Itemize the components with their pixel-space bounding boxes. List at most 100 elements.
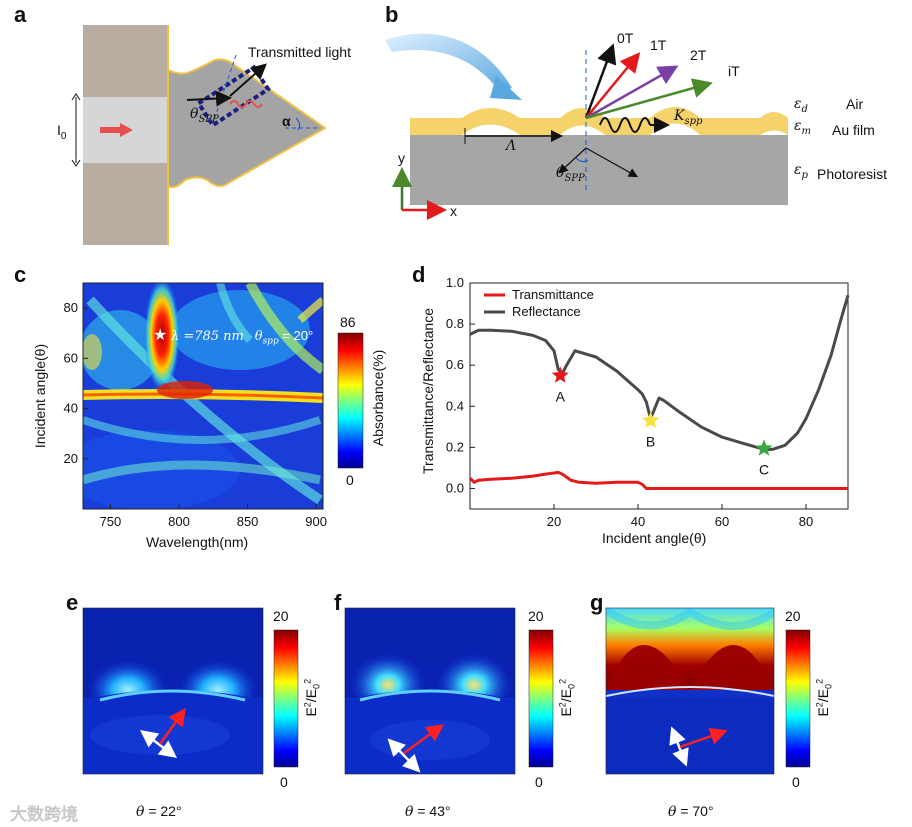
eps-d-label: εd (794, 96, 808, 115)
order-1t-arrow (585, 52, 641, 119)
order-2t-label: 2T (690, 47, 707, 63)
eps-p-label: εp (794, 162, 808, 181)
panel-g-colorbar (785, 629, 811, 768)
panel-e-wavevector-arrow (158, 707, 186, 745)
panel-e-caption: θ = 22° (136, 803, 182, 820)
order-it-label: iT (728, 63, 740, 79)
d-ytick-label: 0.6 (446, 357, 464, 372)
order-it-arrow (585, 78, 713, 120)
d-xtick-label: 40 (631, 514, 645, 529)
panel-d-plot-area (469, 282, 849, 510)
panel-e-cb-label: E2/E02 (302, 678, 322, 717)
lambda-period-label: Λ (506, 138, 517, 154)
k-spp-label: Kspp (674, 108, 703, 127)
incident-arrow (120, 123, 133, 137)
c-ytick-label: 20 (64, 451, 78, 466)
panel-f-caption: θ = 43° (405, 803, 451, 820)
panel-d-ylabel: Transmittance/Reflectance (420, 308, 436, 474)
panel-g-polarization-arrow (669, 726, 689, 767)
panel-g-cb-max: 20 (785, 608, 801, 624)
c-xtick-label: 750 (100, 514, 122, 529)
panel-f-cb-min: 0 (535, 774, 543, 790)
d-ytick-label: 0.0 (446, 480, 464, 495)
panel-c-colorbar-label: Absorbance(%) (370, 349, 386, 447)
panel-c-xticks: 750 800 850 900 (100, 504, 327, 529)
watermark: 大数跨境 (10, 805, 78, 824)
bow-arrow (385, 33, 512, 92)
panel-g-fieldmap (606, 608, 774, 774)
panel-g-caption: θ = 70° (668, 803, 714, 820)
c-xtick-label: 900 (305, 514, 327, 529)
panel-g-cb-label: E2/E02 (814, 678, 834, 717)
panel-c-colorbar-min: 0 (346, 472, 354, 488)
series-line-transmittance (468, 470, 848, 490)
transmitted-light-label: Transmitted light (248, 44, 351, 60)
d-xtick-label: 20 (547, 514, 561, 529)
d-xtick-label: 60 (715, 514, 729, 529)
spp-wave (599, 117, 651, 133)
panel-f-polarization-arrow (387, 738, 421, 773)
d-ytick-label: 1.0 (446, 275, 464, 290)
c-ytick-label: 40 (64, 401, 78, 416)
c-ytick-label: 60 (64, 350, 78, 365)
photoresist-layer (410, 135, 788, 205)
marker-star-c (755, 439, 773, 456)
panel-c-ylabel: Incident angle(θ) (32, 343, 48, 449)
c-xtick-label: 800 (168, 514, 190, 529)
panel-f-fieldmap (345, 608, 515, 774)
panel-c-colorbar (337, 332, 364, 469)
panel-b-illustration (385, 33, 788, 220)
marker-label-a: A (556, 388, 566, 404)
theta-spp-label-b: θSPP (556, 165, 585, 184)
panel-a-illustration (71, 25, 327, 245)
panel-label-e: e (66, 590, 79, 615)
panel-label-c: c (14, 262, 27, 287)
au-film (410, 107, 788, 135)
alpha-label: α (282, 113, 291, 129)
c-xtick-label: 850 (237, 514, 259, 529)
panel-e-fieldmap (83, 608, 263, 774)
panel-g-wavevector-arrow (679, 727, 728, 749)
absorbance-hotspot (144, 283, 180, 393)
panel-e-colorbar (273, 629, 299, 768)
panel-e-cb-max: 20 (273, 608, 289, 624)
order-0t-label: 0T (617, 30, 634, 46)
panel-label-b: b (385, 2, 399, 27)
d-ytick-label: 0.4 (446, 398, 464, 413)
i0-label: I0 (57, 122, 67, 142)
eps-m-label: εm (794, 118, 811, 137)
panel-f-cb-max: 20 (528, 608, 544, 624)
d-xtick-label: 80 (799, 514, 813, 529)
legend-refl-label: Reflectance (512, 304, 581, 319)
panel-c-xlabel: Wavelength(nm) (146, 534, 249, 550)
panel-c-colorbar-max: 86 (340, 314, 356, 330)
axis-x-label: x (450, 203, 457, 219)
panel-f-colorbar (528, 629, 554, 768)
order-2t-arrow (585, 65, 679, 120)
panel-label-g: g (590, 590, 604, 615)
panel-e-polarization-arrow (140, 729, 177, 759)
theta-spp-label-a: θSPP (190, 106, 219, 125)
photoresist-label: Photoresist (817, 166, 888, 182)
panel-c-yticks: 20 40 60 80 (64, 300, 88, 466)
c-ytick-label: 80 (64, 300, 78, 315)
d-ytick-label: 0.2 (446, 439, 464, 454)
air-label: Air (846, 96, 864, 112)
marker-label-b: B (646, 434, 655, 450)
panel-f-cb-label: E2/E02 (557, 678, 577, 717)
axis-y-label: y (398, 150, 405, 166)
d-ytick-label: 0.8 (446, 316, 464, 331)
marker-star-b (642, 411, 660, 428)
marker-label-c: C (759, 461, 769, 477)
panel-d-ticks: 20 40 60 80 0.0 0.2 0.4 0.6 0.8 1.0 (446, 275, 813, 529)
panel-f-wavevector-arrow (403, 724, 445, 755)
panel-e-cb-min: 0 (280, 774, 288, 790)
tapered-tip (167, 58, 327, 189)
panel-g-cb-min: 0 (792, 774, 800, 790)
order-0t-arrow (584, 43, 617, 119)
order-1t-label: 1T (650, 37, 667, 53)
marker-star-a (551, 366, 569, 383)
panel-c-heatmap (83, 283, 323, 509)
legend-trans-label: Transmittance (512, 287, 594, 302)
